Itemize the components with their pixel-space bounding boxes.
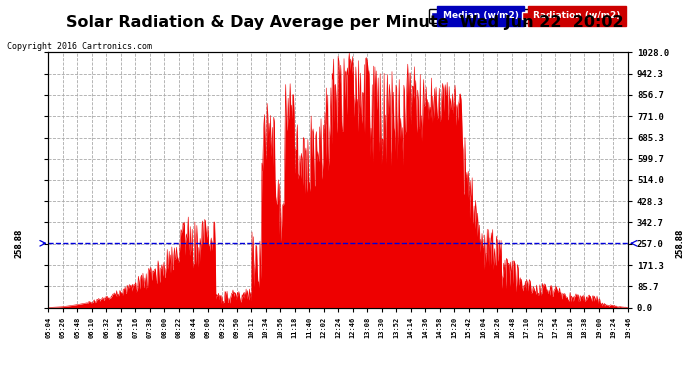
Text: Solar Radiation & Day Average per Minute  Wed Jun 22  20:02: Solar Radiation & Day Average per Minute…	[66, 15, 624, 30]
Text: Copyright 2016 Cartronics.com: Copyright 2016 Cartronics.com	[7, 42, 152, 51]
Legend: Median (w/m2), Radiation (w/m2): Median (w/m2), Radiation (w/m2)	[428, 9, 623, 23]
Text: 258.88: 258.88	[14, 229, 24, 258]
Text: 258.88: 258.88	[676, 229, 684, 258]
